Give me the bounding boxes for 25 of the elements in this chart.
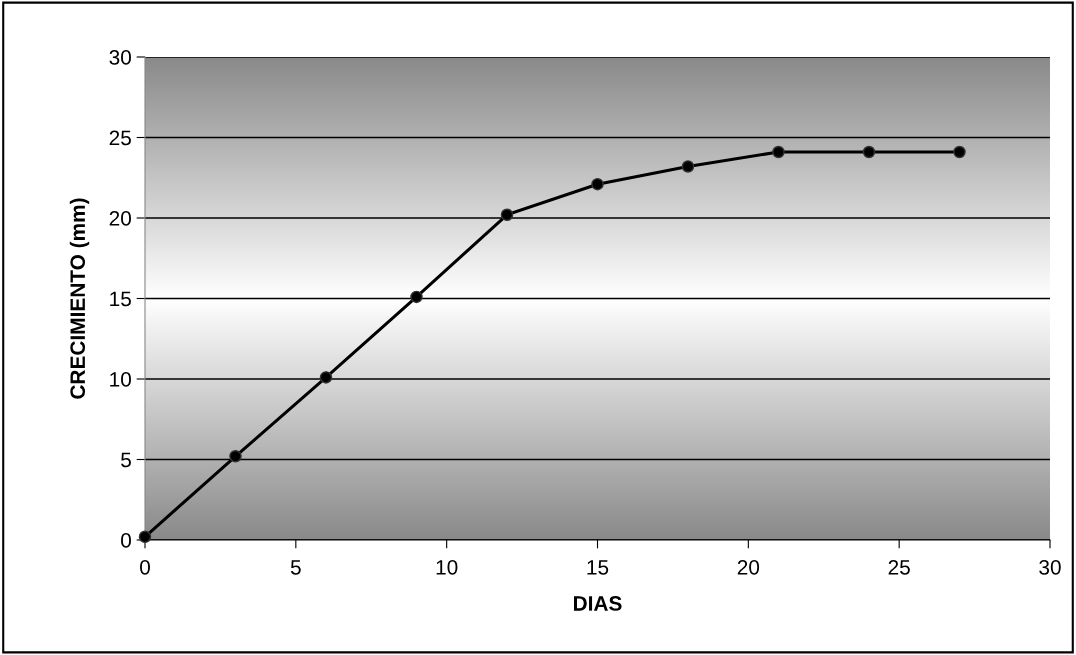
point [953, 145, 966, 159]
y-tick-label: 20 [109, 211, 131, 226]
point [229, 450, 242, 463]
y-tick-label: 5 [121, 452, 131, 468]
point [500, 208, 514, 222]
x-tick-label: 5 [290, 560, 301, 575]
y-tick-label: 15 [110, 291, 131, 307]
point [410, 290, 423, 304]
x-tick-label: 30 [1039, 559, 1061, 575]
y-axis-title: CRECIMIENTO (mm) [69, 198, 90, 399]
x-tick-label: 15 [587, 560, 609, 575]
x-tick-label: 25 [888, 559, 910, 575]
x-axis-title: DIAS [574, 596, 622, 611]
point [772, 145, 785, 159]
y-tick-label: 30 [109, 50, 131, 65]
x-tick-label: 20 [737, 559, 760, 575]
x-tick-label: 10 [436, 559, 458, 575]
point [591, 177, 604, 191]
y-tick-label: 10 [110, 372, 131, 387]
point [862, 145, 876, 159]
y-tick-label: 25 [109, 130, 131, 146]
point [319, 371, 333, 384]
point [681, 160, 695, 173]
y-tick-label: 0 [121, 533, 131, 548]
x-tick-label: 0 [140, 559, 150, 575]
